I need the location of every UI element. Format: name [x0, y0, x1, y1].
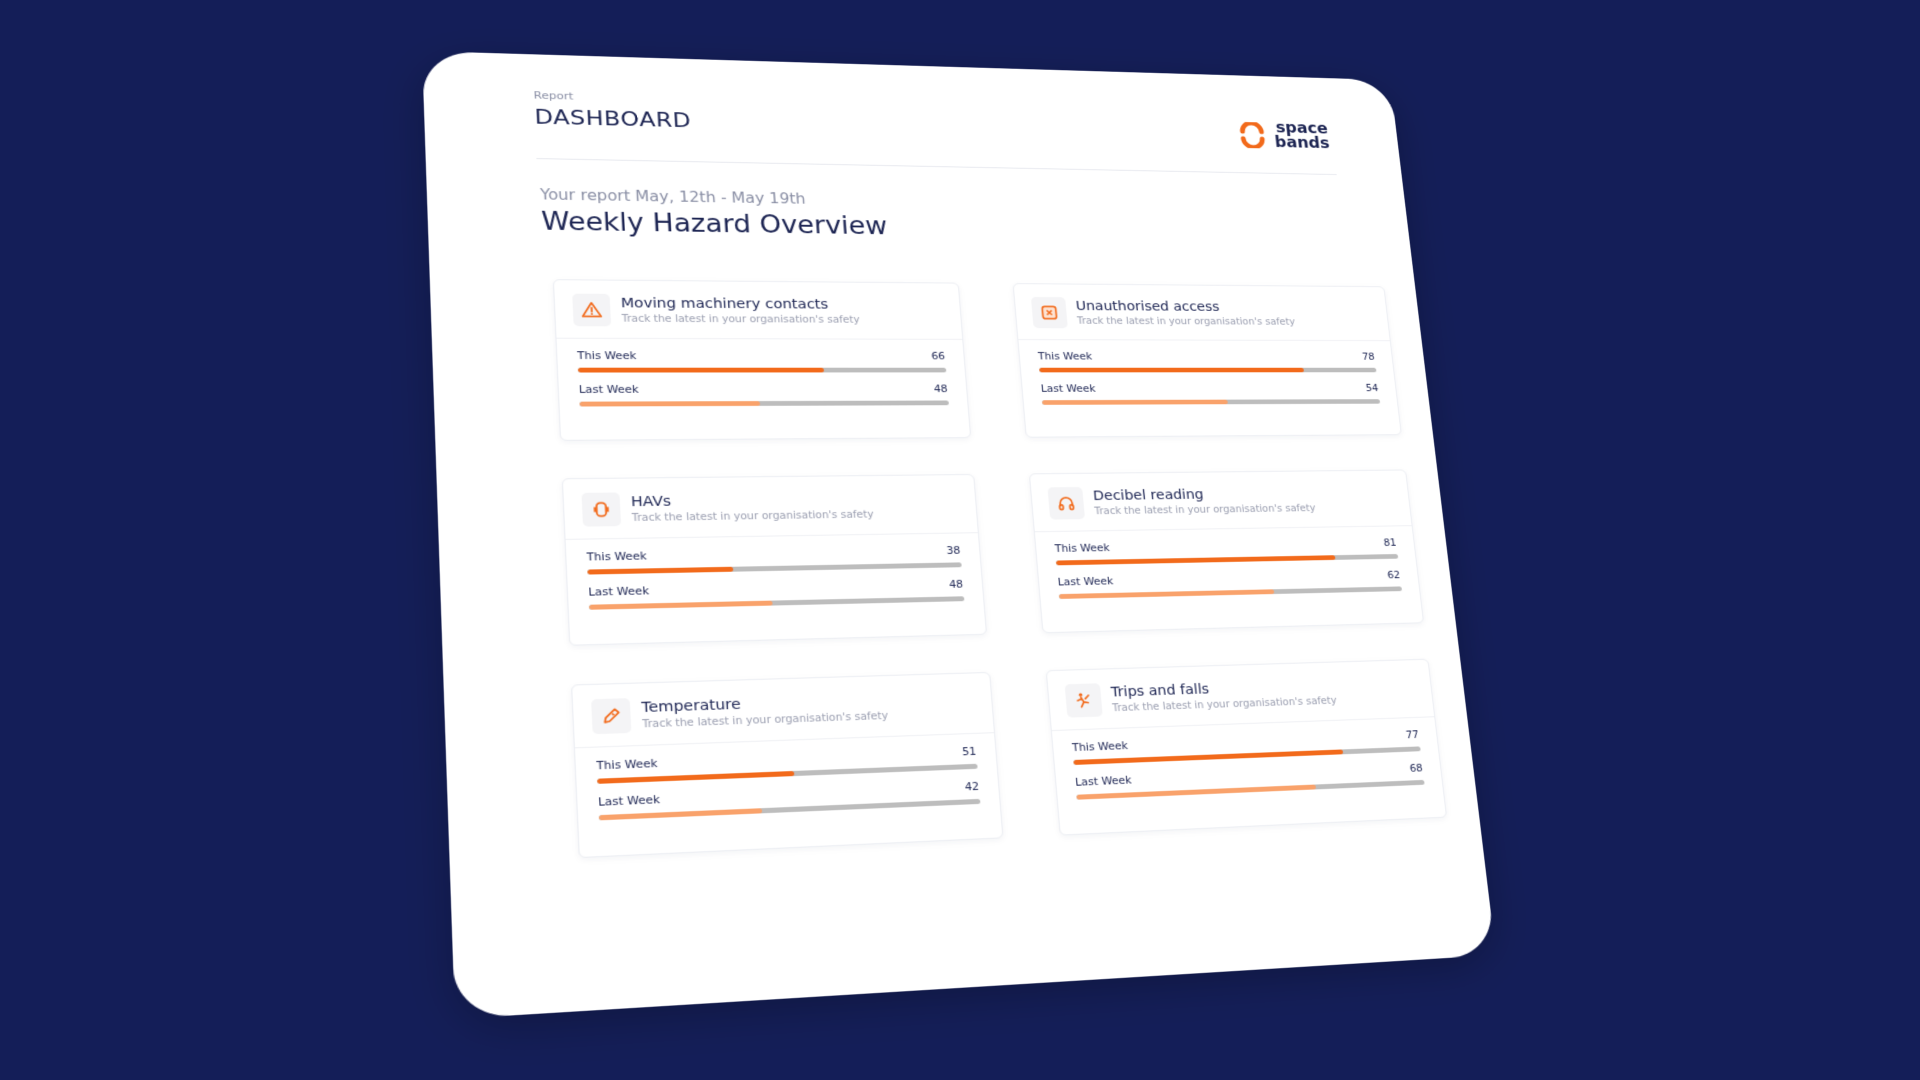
last-week-label: Last Week — [588, 585, 649, 598]
last-week-value: 54 — [1365, 383, 1379, 394]
card-description: Track the latest in your organisation's … — [1094, 504, 1316, 517]
card-header: Moving machinery contacts Track the late… — [554, 280, 962, 340]
hazard-card: Unauthorised access Track the latest in … — [1013, 283, 1402, 438]
card-title: Decibel reading — [1092, 486, 1314, 504]
last-week-value: 42 — [964, 781, 979, 794]
last-week-value: 48 — [933, 384, 948, 395]
last-week-row: Last Week 68 — [1056, 762, 1442, 801]
header-divider — [536, 158, 1336, 175]
card-header: HAVs Track the latest in your organisati… — [563, 475, 978, 540]
this-week-row: This Week 38 — [566, 545, 980, 575]
this-week-progress-bar — [1056, 554, 1398, 565]
this-week-label: This Week — [1054, 542, 1110, 554]
hazard-card: Temperature Track the latest in your org… — [571, 672, 1004, 858]
thermometer-icon — [591, 698, 631, 734]
this-week-progress-fill — [1039, 368, 1304, 373]
last-week-value: 62 — [1387, 570, 1401, 581]
last-week-progress-fill — [579, 401, 760, 406]
logo-mark-icon — [1237, 122, 1268, 149]
dashboard-heading: DASHBOARD — [534, 106, 692, 133]
hazard-card: Trips and falls Track the latest in your… — [1046, 659, 1447, 836]
this-week-row: This Week 66 — [557, 350, 965, 372]
this-week-progress-bar — [578, 368, 946, 373]
this-week-progress-fill — [578, 368, 824, 373]
this-week-row: This Week 51 — [576, 745, 997, 785]
this-week-value: 78 — [1361, 352, 1375, 363]
x-square-icon — [1031, 297, 1068, 328]
this-week-progress-fill — [1056, 555, 1335, 565]
this-week-label: This Week — [577, 350, 637, 362]
card-header: Decibel reading Track the latest in your… — [1030, 470, 1412, 532]
last-week-value: 48 — [949, 579, 964, 591]
last-week-row: Last Week 48 — [559, 384, 968, 407]
last-week-progress-fill — [1042, 400, 1228, 405]
report-title: Weekly Hazard Overview — [541, 208, 889, 241]
this-week-progress-fill — [587, 567, 733, 575]
card-title: Unauthorised access — [1075, 299, 1294, 315]
spacebands-logo: space bands — [1237, 120, 1331, 152]
last-week-value: 68 — [1409, 763, 1423, 775]
this-week-row: This Week 81 — [1036, 537, 1416, 566]
last-week-row: Last Week 62 — [1039, 569, 1420, 599]
this-week-label: This Week — [1072, 740, 1129, 754]
this-week-label: This Week — [1038, 351, 1093, 362]
last-week-row: Last Week 54 — [1022, 383, 1397, 405]
this-week-value: 81 — [1383, 537, 1397, 548]
report-sheet: Report DASHBOARD space bands Your report … — [422, 51, 1496, 1019]
headphones-icon — [1047, 487, 1085, 520]
last-week-progress-bar — [579, 400, 949, 406]
this-week-value: 51 — [962, 746, 977, 759]
this-week-progress-bar — [587, 562, 961, 574]
last-week-label: Last Week — [1040, 383, 1096, 394]
this-week-value: 38 — [946, 545, 961, 557]
card-description: Track the latest in your organisation's … — [1077, 316, 1296, 327]
card-title: HAVs — [631, 491, 873, 510]
last-week-progress-bar — [589, 596, 964, 609]
last-week-label: Last Week — [1075, 775, 1132, 789]
this-week-value: 77 — [1405, 729, 1419, 741]
card-description: Track the latest in your organisation's … — [632, 510, 874, 524]
card-description: Track the latest in your organisation's … — [621, 314, 859, 326]
this-week-label: This Week — [596, 758, 658, 773]
this-week-progress-bar — [1039, 368, 1376, 373]
last-week-row: Last Week 42 — [577, 780, 999, 821]
last-week-label: Last Week — [579, 384, 639, 396]
report-eyebrow: Report — [533, 89, 573, 102]
last-week-progress-fill — [1059, 589, 1275, 599]
this-week-value: 66 — [931, 351, 946, 362]
last-week-progress-bar — [1042, 399, 1380, 405]
card-title: Moving machinery contacts — [621, 296, 859, 313]
hand-vibration-icon — [581, 492, 621, 526]
hazard-card: Decibel reading Track the latest in your… — [1029, 470, 1424, 634]
this-week-label: This Week — [586, 550, 647, 563]
card-header: Unauthorised access Track the latest in … — [1014, 284, 1390, 341]
hazard-card: HAVs Track the latest in your organisati… — [562, 474, 987, 646]
hazard-card: Moving machinery contacts Track the late… — [553, 279, 971, 441]
card-header: Temperature Track the latest in your org… — [572, 673, 994, 748]
last-week-progress-fill — [599, 808, 763, 820]
last-week-label: Last Week — [598, 794, 660, 809]
last-week-label: Last Week — [1057, 576, 1113, 589]
this-week-row: This Week 77 — [1053, 729, 1438, 766]
falling-person-icon — [1065, 683, 1103, 717]
last-week-progress-bar — [1059, 586, 1402, 599]
last-week-row: Last Week 48 — [568, 578, 984, 610]
last-week-progress-fill — [589, 601, 773, 610]
logo-text-bands: bands — [1274, 136, 1330, 152]
this-week-progress-fill — [597, 771, 795, 784]
warning-icon — [572, 294, 611, 327]
this-week-row: This Week 78 — [1019, 351, 1393, 372]
card-header: Trips and falls Track the latest in your… — [1047, 660, 1435, 731]
report-date-range: Your report May, 12th - May 19th — [540, 186, 806, 207]
